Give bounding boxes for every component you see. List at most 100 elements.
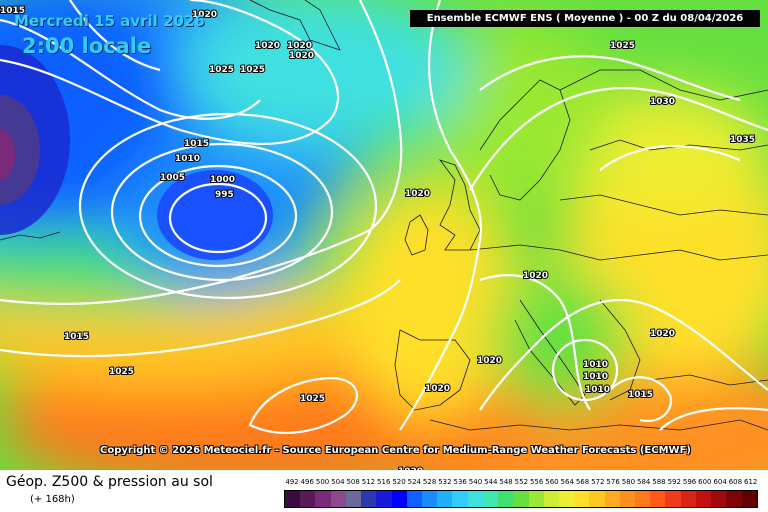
legend-swatch [665,491,681,507]
legend-swatch [574,491,590,507]
weather-map: 1015 1020 1020 1025 1025 1020 1020 1025 1015 1010… [0,0,768,470]
legend-swatch [726,491,742,507]
legend-tick-label: 544 [484,478,498,486]
legend-tick-label: 536 [453,478,467,486]
legend-swatch [498,491,514,507]
lead-time: (+ 168h) [30,494,75,505]
model-run-banner: Ensemble ECMWF ENS ( Moyenne ) - 00 Z du… [410,10,760,27]
isobar-label: 1020 [255,41,280,51]
legend-tick-label: 524 [407,478,421,486]
isobar-label: 1025 [240,65,265,75]
isobar-label: 1020 [477,356,502,366]
isobar-label: 1020 [425,384,450,394]
legend-tick-label: 512 [361,478,376,486]
legend-tick-label: 560 [545,478,559,486]
isobar-label: 1020 [289,51,314,61]
forecast-local-time: 2:00 locale [22,34,152,58]
isobar-label: 1020 [650,329,675,339]
legend-swatch [482,491,499,507]
legend-tick-label: 596 [682,478,697,486]
isobar-label: 1015 [184,139,209,149]
isobars [0,0,768,435]
legend-tick-label: 612 [744,478,758,486]
legend-tick-label: 500 [315,478,330,486]
isobar-label: 1000 [210,175,235,185]
isobar-label: 1010 [583,372,608,382]
legend-swatch [437,491,453,507]
legend-swatch [421,491,438,507]
legend-tick-label: 556 [529,478,544,486]
legend-swatch [619,491,636,507]
legend-tick-label: 584 [636,478,651,486]
legend-swatch [695,491,712,507]
isobar-label: 995 [215,190,234,200]
legend-swatch [315,491,331,507]
legend-swatch [467,491,483,507]
legend-tick-label: 532 [438,478,452,486]
legend-swatch [330,491,346,507]
isobar-label: 1025 [109,367,134,377]
legend-swatches [284,490,758,508]
isobar-label: 1035 [730,135,755,145]
legend-swatch [558,491,575,507]
isobar-label: 1010 [175,154,200,164]
legend-swatch [300,491,316,507]
legend-swatch [391,491,407,507]
legend-swatch [741,491,757,507]
isobar-label: 1015 [628,390,653,400]
legend-tick-label: 588 [652,478,666,486]
legend-tick-label: 552 [514,478,529,486]
legend-swatch [406,491,422,507]
isobar-label: 1020 [398,467,423,470]
legend-swatch [650,491,666,507]
isobar-label: 1010 [585,385,610,395]
legend-swatch [528,491,544,507]
legend-swatch [543,491,559,507]
legend-swatch [376,491,392,507]
isobar-label: 1010 [583,360,608,370]
legend-swatch [635,491,651,507]
legend-tick-label: 576 [606,478,620,486]
legend-swatch [452,491,468,507]
legend-tick-label: 572 [591,478,605,486]
legend-tick-label: 492 [285,478,299,486]
legend-swatch [589,491,605,507]
legend-tick-label: 528 [422,478,437,486]
isobar-label: 1005 [160,173,185,183]
legend-swatch [680,491,696,507]
legend-tick-label: 608 [728,478,743,486]
legend-tick-label: 580 [621,478,636,486]
legend-tick-label: 604 [713,478,727,486]
isobar-label: 1020 [287,41,312,51]
legend-tick-label: 520 [392,478,406,486]
legend-swatch [361,491,377,507]
legend-swatch [604,491,620,507]
product-title: Géop. Z500 & pression au sol [6,474,213,490]
legend-swatch [285,491,301,507]
isobar-label: 1015 [0,6,25,16]
legend-tick-label: 508 [346,478,360,486]
legend-labels: 492 496 500 504 508 512 516 520 524 528 532 536 540 5… [284,478,758,490]
legend-tick-label: 516 [377,478,391,486]
isobar-label: 1020 [523,271,548,281]
legend-tick-label: 496 [300,478,314,486]
copyright-notice: Copyright © 2026 Meteociel.fr - Source E… [100,445,691,456]
legend-tick-label: 504 [331,478,345,486]
isobar-label: 1025 [610,41,635,51]
isobar-label: 1020 [405,189,430,199]
legend-swatch [345,491,362,507]
legend-swatch [513,491,529,507]
isobar-label: 1025 [300,394,325,404]
legend-swatch [711,491,727,507]
isobar-label: 1025 [209,65,234,75]
legend-tick-label: 600 [698,478,712,486]
legend-tick-label: 592 [667,478,681,486]
isobar-label: 1015 [64,332,89,342]
isobar-label: 1020 [192,10,217,20]
forecast-date: Mercredi 15 avril 2026 [14,12,205,30]
color-scale-legend: 492 496 500 504 508 512 516 520 524 528 532 536 540 5… [284,478,758,508]
legend-tick-label: 568 [575,478,590,486]
isobar-label: 1030 [650,97,675,107]
